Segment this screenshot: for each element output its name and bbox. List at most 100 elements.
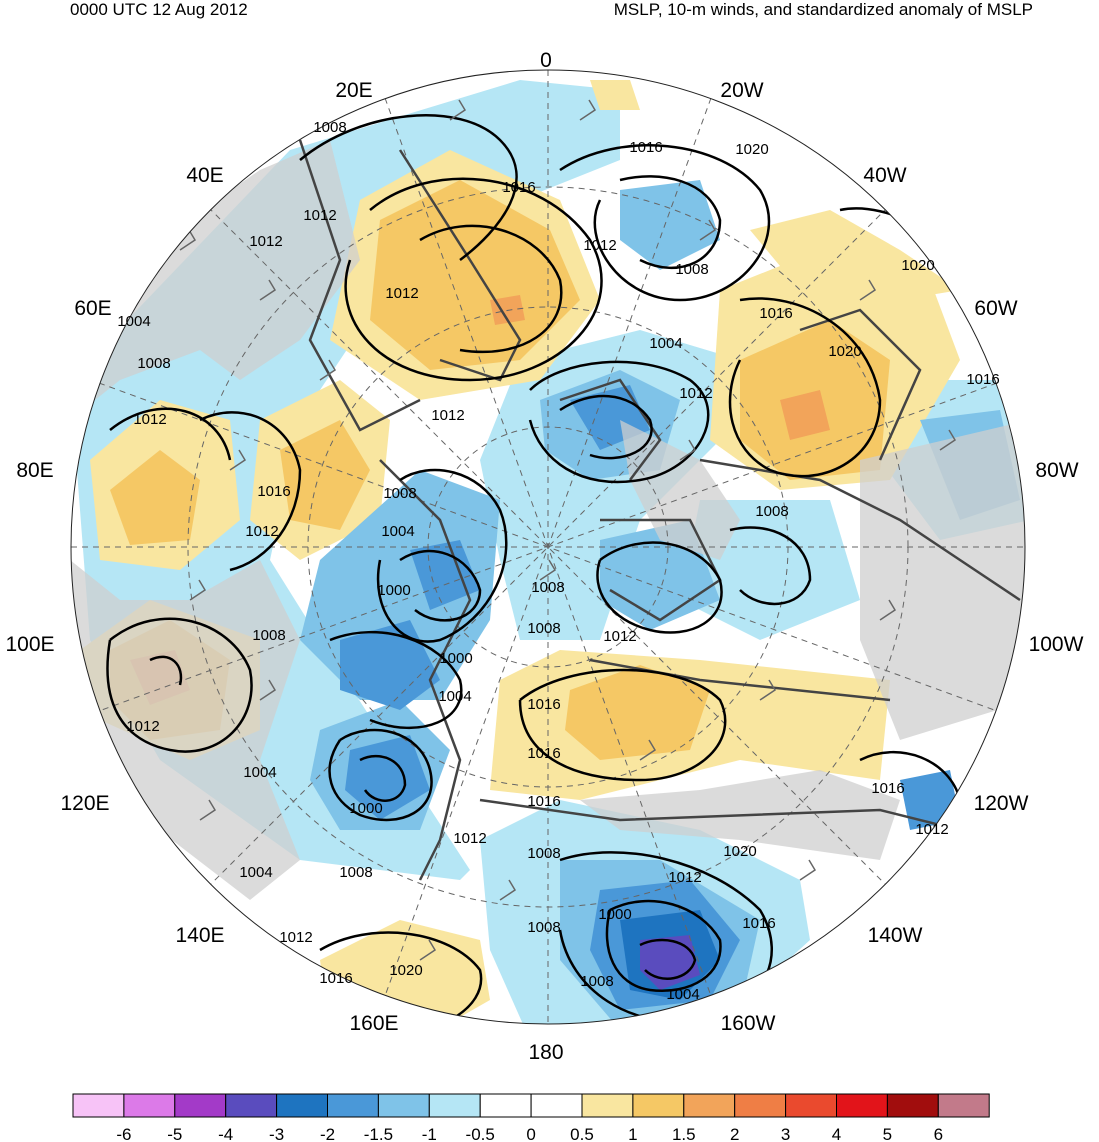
isobar-label: 1012: [603, 628, 636, 645]
isobar-label: 1004: [243, 764, 276, 781]
isobar-label: 1012: [453, 830, 486, 847]
colorbar-box: [937, 1093, 990, 1118]
isobar-label: 1016: [319, 970, 352, 987]
isobar-label: 1008: [755, 503, 788, 520]
colorbar-box: [276, 1093, 329, 1118]
colorbar-box: [72, 1093, 125, 1118]
lon-label-60e: 60E: [74, 297, 111, 320]
isobar-label: 1020: [723, 843, 756, 860]
land-eurasia-west: [71, 140, 360, 420]
isobar-label: 1012: [303, 207, 336, 224]
colorbar-box: [174, 1093, 227, 1118]
colorbar-box: [225, 1093, 278, 1118]
colorbar: -6 -5 -4 -3 -2 -1.5 -1 -0.5 0 0.5 1 1.5 2 3 4 5 6: [72, 1093, 990, 1142]
isobar-label: 1008: [383, 485, 416, 502]
colorbar-box: [581, 1093, 634, 1118]
colorbar-box: [785, 1093, 837, 1118]
colorbar-box: [377, 1093, 430, 1118]
coastlines: [298, 139, 1021, 881]
colorbar-box: [530, 1093, 583, 1118]
isobar-label: 1012: [431, 407, 464, 424]
pos-mid-barents: [280, 420, 370, 530]
colorbar-level-label: -1: [422, 1125, 437, 1142]
lon-label-80e: 80E: [16, 459, 53, 482]
isobar-label: 1000: [377, 582, 410, 599]
isobar-label: 1012: [133, 411, 166, 428]
isobar-labels: 1008 1012 1016 1016 1012 1020 1020 1008 1004 1012…: [117, 119, 999, 1003]
pos-mid-alaska: [565, 665, 710, 760]
isobar-label: 1016: [742, 915, 775, 932]
lon-label-160w: 160W: [721, 1012, 776, 1035]
isobar-label: 1004: [649, 335, 682, 352]
isobar-label: 1020: [828, 343, 861, 360]
isobar-label: 1012: [245, 523, 278, 540]
neg-dark-kara: [410, 540, 480, 610]
isobar-label: 1004: [117, 313, 150, 330]
longitude-labels: 0 20W 40W 60W 80W 100W 120W 140W 160W 18…: [5, 49, 1083, 1064]
lon-label-60w: 60W: [974, 297, 1017, 320]
pos-mid-scandinavia: [370, 180, 580, 370]
lon-label-120e: 120E: [60, 792, 109, 815]
colorbar-box: [479, 1093, 532, 1118]
isobar-label: 1008: [531, 579, 564, 596]
land-siberia: [71, 560, 300, 900]
isobar-label: 1008: [527, 845, 560, 862]
graticule: [71, 70, 1025, 1024]
map-border: [70, 69, 1026, 1025]
isobar-label: 1008: [137, 355, 170, 372]
valid-time: 0000 UTC 12 Aug 2012: [70, 0, 248, 19]
isobar-label: 1020: [389, 962, 422, 979]
colorbar-box: [632, 1093, 685, 1118]
isobar-label: 1012: [679, 385, 712, 402]
colorbar-box: [428, 1093, 481, 1118]
isobar-label: 1012: [668, 869, 701, 886]
isobar-label: 1008: [252, 627, 285, 644]
isobar-label: 1016: [257, 483, 290, 500]
isobar-label: 1008: [313, 119, 346, 136]
isobar-label: 1020: [735, 141, 768, 158]
isobar-label: 1000: [598, 906, 631, 923]
land-canada: [860, 420, 1025, 740]
isobar-label: 1012: [915, 821, 948, 838]
colorbar-box: [327, 1093, 379, 1118]
isobar-label: 1008: [580, 973, 613, 990]
pos-dark-greenland: [780, 390, 830, 440]
pos-anomaly-north-atlantic: [590, 80, 640, 110]
isobar-label: 1008: [527, 620, 560, 637]
colorbar-level-label: 4: [832, 1125, 841, 1142]
colorbar-level-label: -2: [320, 1125, 335, 1142]
map-title: MSLP, 10-m winds, and standardized anoma…: [613, 0, 1033, 19]
isobar-label: 1004: [666, 986, 699, 1003]
isobar-label: 1020: [901, 257, 934, 274]
lon-label-40w: 40W: [863, 164, 906, 187]
isobar-label: 1012: [249, 233, 282, 250]
colorbar-level-label: -3: [269, 1125, 284, 1142]
pos-mid-siberia-west: [110, 450, 200, 545]
isobar-label: 1016: [759, 305, 792, 322]
land-masses: [71, 140, 1025, 900]
colorbar-level-label: 6: [934, 1125, 943, 1142]
isobar-label: 1008: [339, 864, 372, 881]
isobar-label: 1012: [583, 237, 616, 254]
lon-label-20e: 20E: [335, 79, 372, 102]
colorbar-level-label: 0: [526, 1125, 535, 1142]
isobar-label: 1016: [502, 179, 535, 196]
anomaly-fills-dark: [130, 295, 960, 1010]
colorbar-level-label: -5: [167, 1125, 182, 1142]
lon-label-20w: 20W: [720, 79, 763, 102]
lon-label-100e: 100E: [5, 633, 54, 656]
colorbar-level-label: 3: [781, 1125, 790, 1142]
colorbar-box: [886, 1093, 939, 1118]
lon-label-140e: 140E: [175, 924, 224, 947]
isobar-label: 1000: [439, 650, 472, 667]
isobar-label: 1008: [527, 919, 560, 936]
neg-dark-west: [340, 620, 440, 710]
lon-label-120w: 120W: [974, 792, 1029, 815]
colorbar-level-label: -0.5: [466, 1125, 495, 1142]
isobar-label: 1004: [438, 688, 471, 705]
colorbar-box: [123, 1093, 176, 1118]
isobar-label: 1004: [239, 864, 272, 881]
isobar-label: 1000: [349, 800, 382, 817]
isobar-label: 1004: [381, 523, 414, 540]
